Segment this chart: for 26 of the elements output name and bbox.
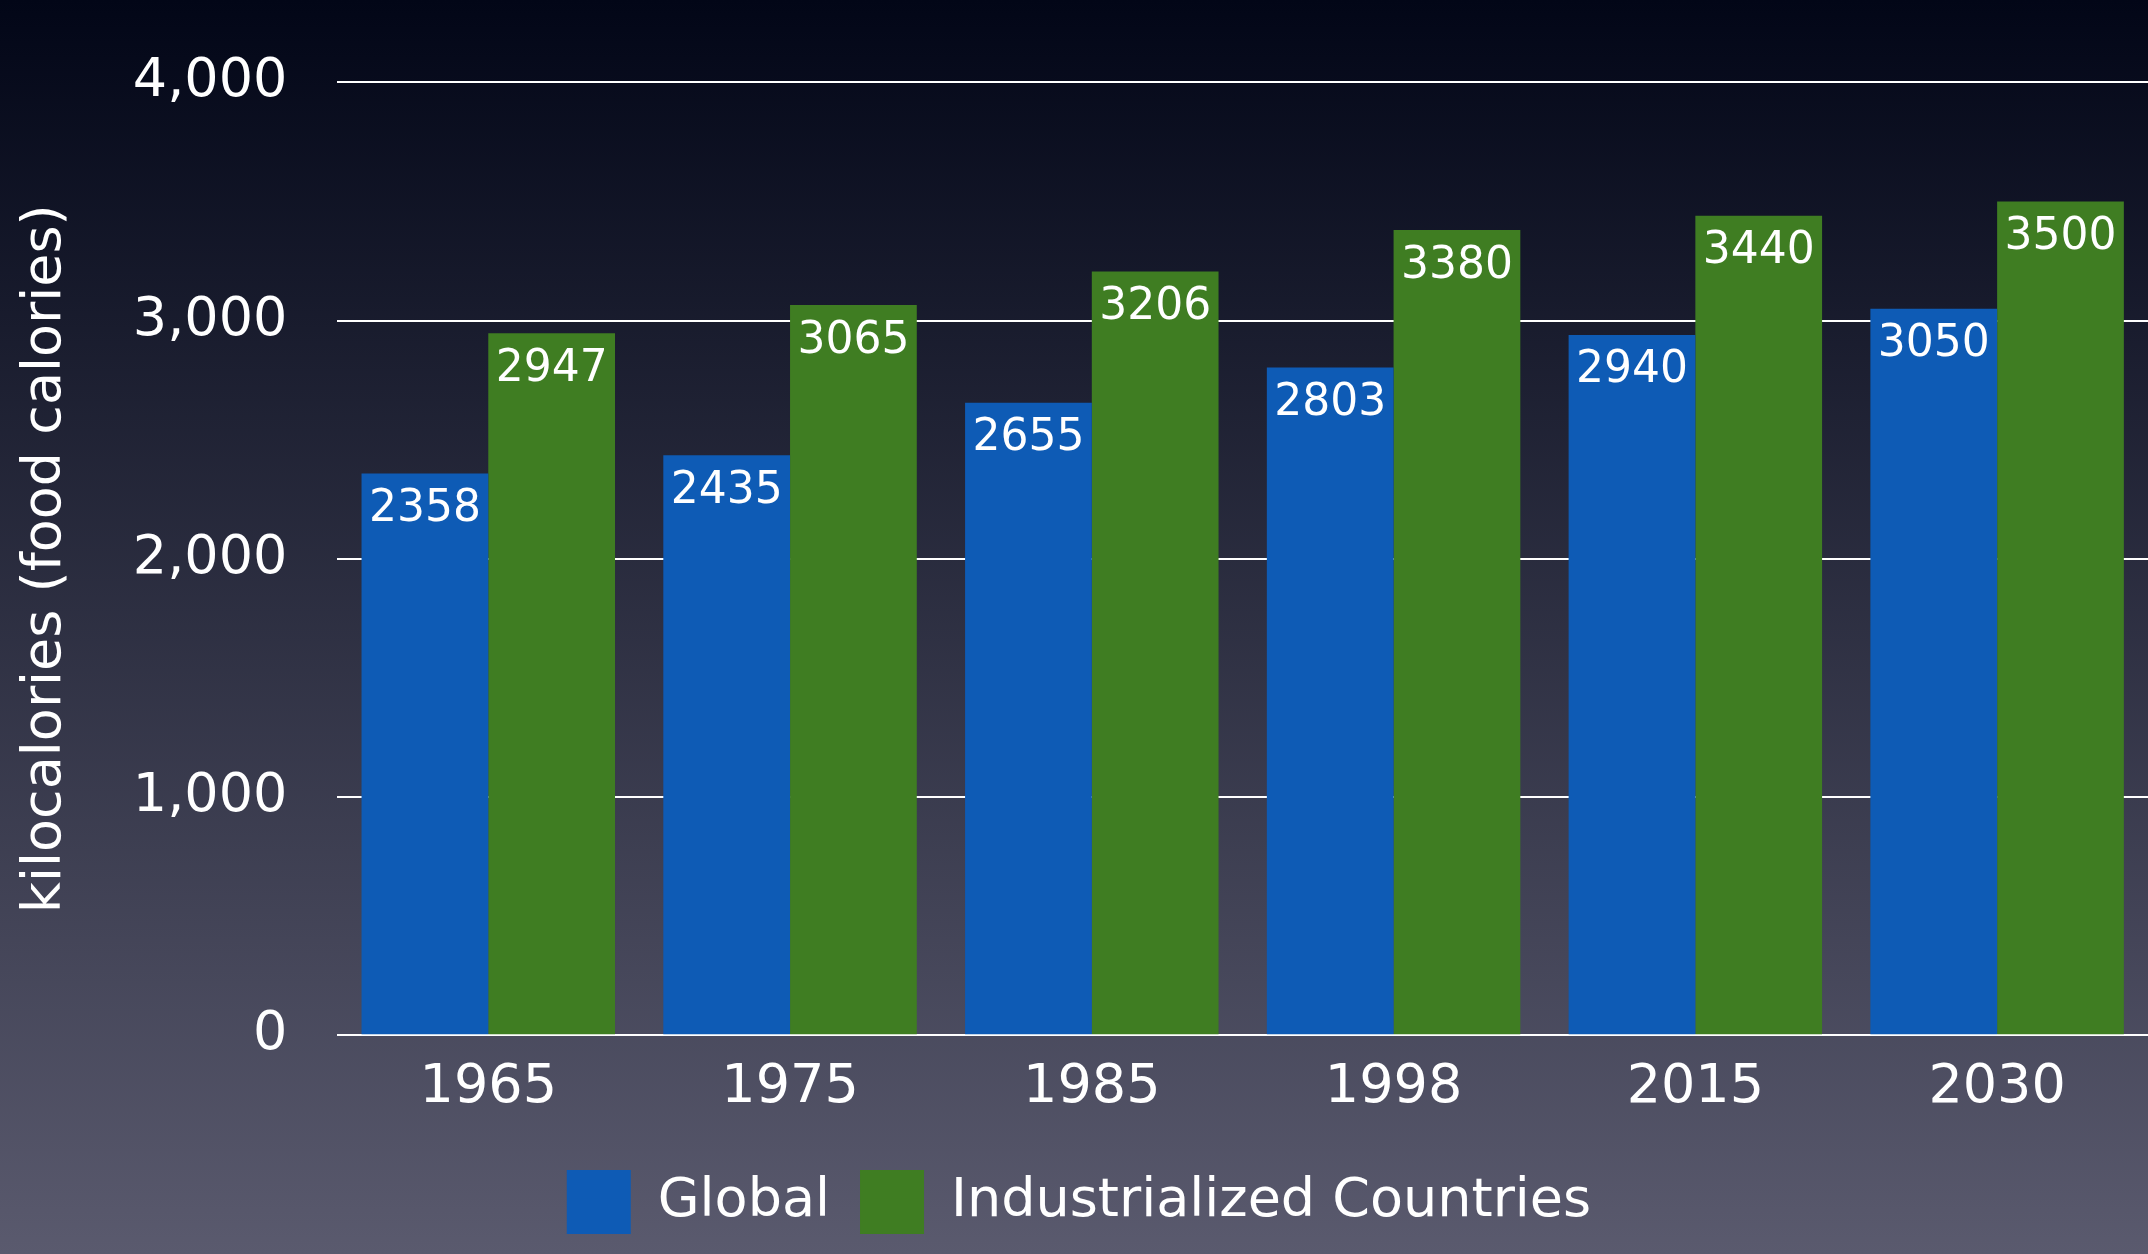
- y-tick-label: 4,000: [132, 46, 288, 110]
- data-label: 2655: [972, 409, 1085, 461]
- data-label: 2940: [1575, 341, 1688, 393]
- y-tick-label: 2,000: [132, 522, 288, 586]
- x-tick-label: 1975: [721, 1051, 859, 1115]
- y-tick-label: 3,000: [132, 284, 288, 348]
- legend-label: Industrialized Countries: [951, 1166, 1592, 1230]
- x-tick-label: 2015: [1626, 1051, 1765, 1115]
- y-axis-title: kilocalories (food calories): [10, 204, 74, 914]
- data-label: 2435: [670, 461, 783, 513]
- x-tick-label: 1965: [419, 1051, 557, 1115]
- data-label: 3206: [1099, 277, 1212, 329]
- data-label: 3500: [2004, 207, 2117, 259]
- legend-label: Global: [657, 1166, 831, 1230]
- x-tick-label: 1985: [1023, 1051, 1161, 1115]
- data-label: 3440: [1702, 222, 1815, 274]
- y-tick-label: 0: [253, 999, 288, 1063]
- data-label: 3380: [1400, 236, 1513, 288]
- data-label: 2947: [495, 339, 608, 391]
- data-label: 3065: [797, 311, 910, 363]
- data-label: 2358: [368, 479, 481, 531]
- x-tick-label: 1998: [1324, 1051, 1463, 1115]
- y-tick-label: 1,000: [132, 761, 288, 825]
- x-tick-label: 2030: [1928, 1051, 2066, 1115]
- data-label: 2803: [1274, 373, 1387, 425]
- data-label: 3050: [1877, 315, 1990, 367]
